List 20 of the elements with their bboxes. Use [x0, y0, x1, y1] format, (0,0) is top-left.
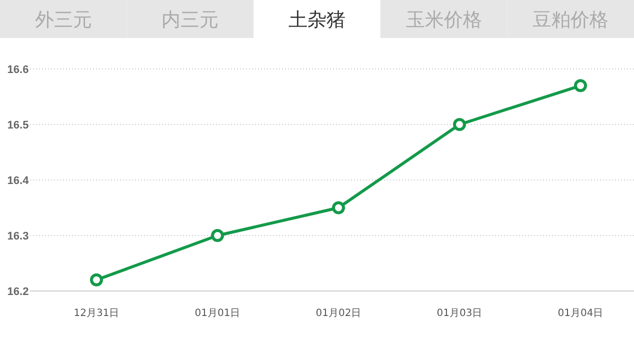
y-tick-label: 16.4 — [7, 175, 30, 187]
x-tick-label: 01月01日 — [194, 308, 240, 319]
point — [574, 79, 587, 92]
annotation: 内三元 — [162, 9, 219, 31]
y-tick-label: 16.5 — [7, 120, 29, 132]
annotation: 外三元 — [34, 9, 92, 31]
x-tick-label: 01月02日 — [316, 308, 362, 319]
point — [453, 118, 466, 131]
y-tick-label: 16.6 — [7, 64, 29, 76]
annotation: 玉米价格 — [406, 9, 482, 31]
x-tick-label: 01月03日 — [436, 308, 482, 319]
y-tick-label: 16.2 — [7, 286, 29, 298]
x-tick-label: 01月04日 — [558, 308, 604, 319]
point — [211, 229, 224, 242]
y-tick-label: 16.3 — [7, 230, 29, 242]
annotation: 豆粕价格 — [532, 9, 609, 31]
title: 土杂猪 — [288, 9, 346, 31]
x-tick-label: 12月31日 — [74, 308, 120, 319]
point — [90, 273, 103, 286]
point — [332, 201, 345, 214]
